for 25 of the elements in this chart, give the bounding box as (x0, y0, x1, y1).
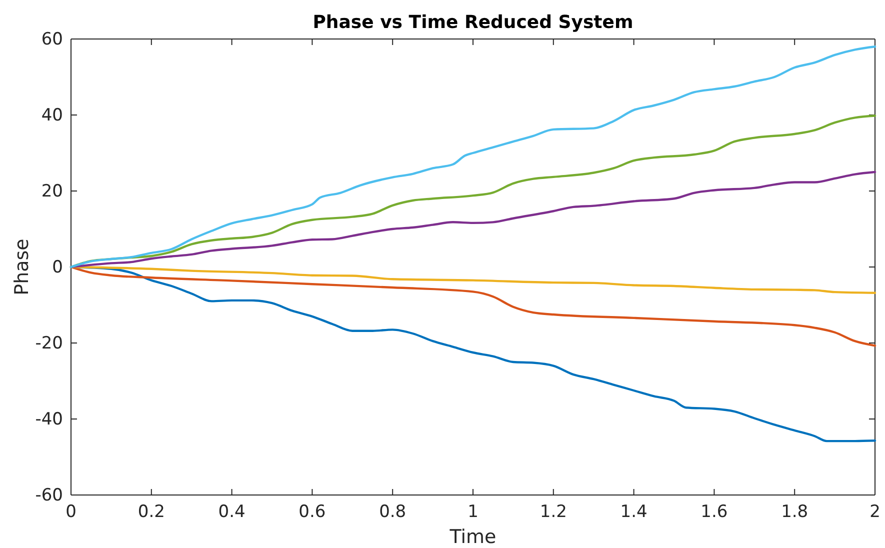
x-tick-label: 1.4 (620, 502, 648, 522)
x-tick-label: 1.6 (700, 502, 728, 522)
x-tick-label: 1 (468, 502, 478, 522)
x-tick-label: 0.4 (218, 502, 246, 522)
line-series (70, 114, 876, 268)
line-series (70, 266, 876, 347)
x-tick-label: 0 (66, 502, 76, 522)
line-series (70, 46, 876, 268)
x-tick-label: 1.2 (540, 502, 567, 522)
y-tick-label: -20 (35, 333, 63, 354)
y-tick-label: 60 (41, 29, 63, 50)
y-tick-label: 20 (41, 181, 63, 202)
x-tick-label: 0.2 (138, 502, 165, 522)
y-tick-label: 40 (41, 105, 63, 126)
x-tick-label: 0.6 (298, 502, 326, 522)
x-axis-title: Time (448, 526, 496, 548)
line-series (70, 170, 876, 268)
y-tick-label: 0 (52, 257, 63, 278)
y-tick-label: -40 (35, 409, 63, 430)
chart-title: Phase vs Time Reduced System (312, 12, 634, 33)
x-tick-label: 1.8 (781, 502, 808, 522)
x-tick-label: 2 (870, 502, 880, 522)
y-tick-label: -60 (35, 485, 63, 506)
x-tick-label: 0.8 (379, 502, 406, 522)
y-axis-title: Phase (11, 238, 33, 296)
